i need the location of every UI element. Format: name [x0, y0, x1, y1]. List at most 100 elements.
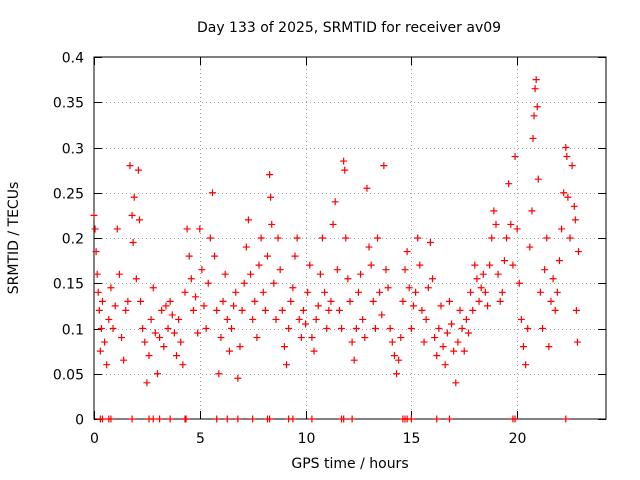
data-point	[458, 325, 466, 332]
data-point	[545, 343, 553, 351]
data-point	[503, 234, 511, 242]
data-point	[393, 370, 401, 378]
data-point	[232, 288, 240, 296]
data-point	[354, 288, 362, 296]
data-point	[549, 275, 557, 283]
data-point	[134, 166, 142, 174]
data-point	[376, 288, 384, 296]
data-point	[374, 234, 382, 242]
data-point	[488, 234, 496, 242]
data-point	[338, 325, 346, 332]
data-point	[384, 284, 392, 292]
data-point	[124, 297, 132, 305]
data-point	[97, 325, 105, 332]
data-point	[539, 325, 547, 332]
data-point	[198, 266, 206, 274]
data-point	[267, 193, 275, 201]
data-point	[426, 239, 434, 247]
data-point	[484, 302, 492, 310]
data-point	[126, 162, 134, 170]
data-point	[418, 306, 426, 314]
data-point	[445, 415, 453, 423]
data-point	[96, 347, 104, 355]
x-tick-label: 15	[403, 431, 421, 447]
data-point	[295, 315, 303, 323]
data-point	[107, 415, 115, 423]
data-point	[249, 415, 257, 423]
data-point	[141, 338, 149, 346]
data-point	[359, 315, 367, 323]
data-point	[206, 234, 214, 242]
data-point	[285, 325, 293, 332]
data-point	[182, 415, 190, 423]
data-point	[481, 288, 489, 296]
data-point	[526, 243, 534, 251]
data-point	[532, 76, 540, 84]
data-point	[340, 157, 348, 165]
data-point	[534, 175, 542, 183]
data-point	[529, 134, 537, 142]
data-point	[213, 415, 221, 423]
data-point	[270, 279, 278, 287]
data-point	[314, 302, 322, 310]
data-point	[335, 306, 343, 314]
data-point	[168, 311, 176, 319]
data-point	[247, 270, 255, 278]
y-axis-label: SRMTID / TECUs	[6, 182, 22, 295]
data-point	[310, 347, 318, 355]
y-tick-label: 0	[75, 413, 84, 429]
tick-labels: 0 0.05 0.1 0.15 0.2 0.25 0.3 0.35 0.4 0 5 10 15 20	[53, 51, 527, 448]
data-point	[156, 334, 164, 342]
data-point	[509, 261, 517, 269]
data-point	[522, 361, 530, 369]
data-point	[234, 374, 242, 382]
data-point	[194, 329, 202, 337]
data-point	[515, 279, 523, 287]
data-point	[511, 415, 519, 423]
data-point	[562, 415, 570, 423]
data-point	[93, 270, 101, 278]
data-point	[344, 275, 352, 283]
data-point	[283, 361, 291, 369]
data-point	[456, 306, 464, 314]
data-point	[115, 270, 123, 278]
data-point	[348, 338, 356, 346]
y-tick-label: 0.1	[62, 323, 84, 339]
data-point	[308, 334, 316, 342]
data-point	[477, 284, 485, 292]
data-point	[139, 325, 147, 332]
data-point	[158, 306, 166, 314]
data-point	[519, 343, 527, 351]
data-point	[416, 261, 424, 269]
data-point	[164, 325, 172, 332]
data-point	[530, 112, 538, 120]
data-point	[437, 302, 445, 310]
data-point	[342, 234, 350, 242]
data-point	[278, 306, 286, 314]
data-point	[204, 279, 212, 287]
data-point	[289, 415, 297, 423]
data-point	[162, 302, 170, 310]
data-point	[213, 306, 221, 314]
data-point	[253, 334, 261, 342]
data-point	[130, 193, 138, 201]
y-tick-label: 0.2	[62, 232, 84, 248]
data-point	[422, 315, 430, 323]
data-point	[371, 325, 379, 332]
data-point	[223, 315, 231, 323]
data-point	[424, 284, 432, 292]
data-point	[101, 338, 109, 346]
data-point	[357, 270, 365, 278]
data-point	[268, 220, 276, 228]
data-point	[541, 266, 549, 274]
data-point	[147, 315, 155, 323]
data-point	[517, 315, 525, 323]
data-point	[103, 361, 111, 369]
data-point	[407, 415, 415, 423]
data-point	[107, 284, 115, 292]
data-point	[255, 261, 263, 269]
data-point	[498, 288, 506, 296]
data-point	[536, 288, 544, 296]
data-point	[238, 306, 246, 314]
y-tick-label: 0.35	[53, 96, 84, 112]
